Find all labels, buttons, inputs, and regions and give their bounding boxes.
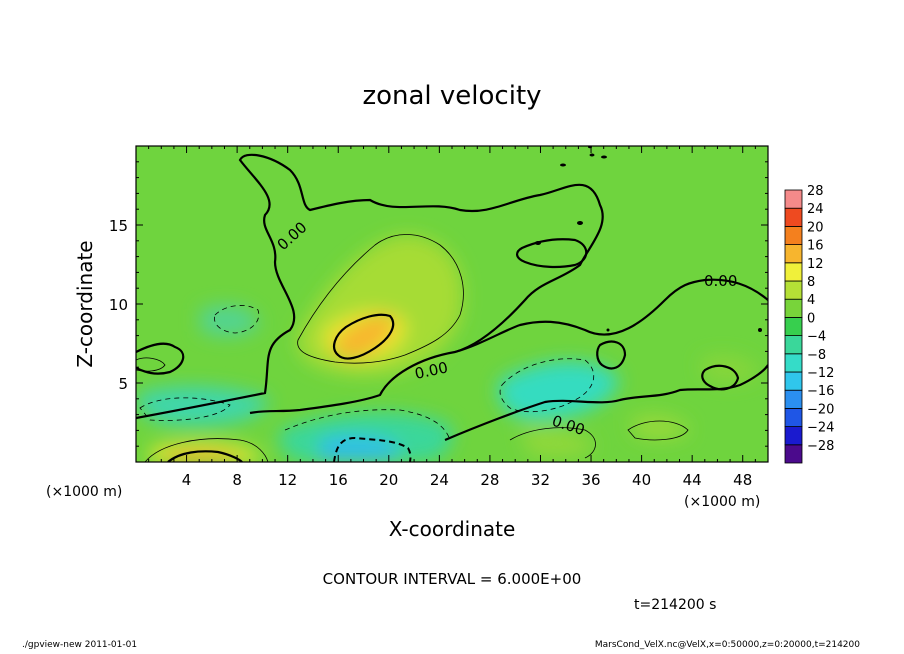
x-tick-label: 36 [581,471,600,489]
y-tick-label: 10 [109,296,128,314]
contour-interval-text: CONTOUR INTERVAL = 6.000E+00 [323,570,582,588]
colorbar-swatch [784,225,803,245]
x-tick-label: 48 [733,471,752,489]
x-unit-right: (×1000 m) [684,494,760,510]
x-tick-label: 28 [480,471,499,489]
y-tick-label: 5 [118,375,128,393]
colorbar-swatch [784,426,803,446]
time-text: t=214200 s [634,597,716,613]
contour-label-3: 0.00 [704,272,737,290]
contour-negative-thin [139,305,595,441]
footer-left: ./gpview-new 2011-01-01 [22,640,138,650]
colorbar-swatch [784,353,803,373]
x-tick-label: 32 [531,471,550,489]
colorbar-swatch [784,189,803,209]
colorbar-swatch [784,444,803,464]
colorbar-label: −16 [807,384,834,399]
x-tick-label: 24 [430,471,449,489]
colorbar-label: −24 [807,421,834,436]
colorbar-swatch [784,335,803,355]
x-tick-label: 16 [329,471,348,489]
colorbar-label: −12 [807,366,834,381]
colorbar-swatch [784,389,803,409]
colorbar-swatch [784,407,803,427]
x-axis: 4 8 12 16 20 24 28 32 36 40 44 48 [148,146,756,489]
x-tick-label: 12 [278,471,297,489]
x-tick-label: 44 [683,471,702,489]
footer-right: MarsCond_VelX.nc@VelX,x=0:50000,z=0:2000… [594,640,860,650]
y-axis: 5 10 15 [109,161,768,447]
colorbar-swatch [784,262,803,282]
colorbar-label: 8 [807,275,815,290]
colorbar-swatch [784,207,803,227]
colorbar-label: 20 [807,220,824,235]
colorbar-swatch [784,298,803,318]
colorbar-label: −20 [807,402,834,417]
x-tick-label: 40 [632,471,651,489]
x-tick-label: 8 [232,471,242,489]
chart-title: zonal velocity [362,81,541,111]
contour-zero [136,153,768,462]
x-tick-label: 4 [182,471,192,489]
colorbar-swatch [784,280,803,300]
x-tick-label: 20 [379,471,398,489]
x-unit-left: (×1000 m) [46,484,122,500]
colorbar-label: 28 [807,184,824,199]
x-axis-label: X-coordinate [389,517,516,541]
colorbar-label: 4 [807,293,815,308]
colorbar-label: 24 [807,202,824,217]
colorbar: −28 −24 −20 −16 −12 −8 −4 0 4 8 12 16 20 24 28 [784,184,834,464]
contour-negative-thick [333,436,412,462]
heatmap-field: 0.00 0.00 0.00 0.00 [136,146,768,462]
colorbar-swatch [784,244,803,264]
contour-positive-thin [136,234,689,462]
colorbar-label: 12 [807,257,824,272]
y-tick-label: 15 [109,217,128,235]
colorbar-swatch [784,371,803,391]
colorbar-label: 16 [807,239,824,254]
colorbar-label: 0 [807,311,815,326]
colorbar-swatch [784,316,803,336]
colorbar-label: −28 [807,439,834,454]
colorbar-label: −8 [807,348,826,363]
colorbar-label: −4 [807,330,826,345]
y-axis-label: Z-coordinate [73,240,97,367]
